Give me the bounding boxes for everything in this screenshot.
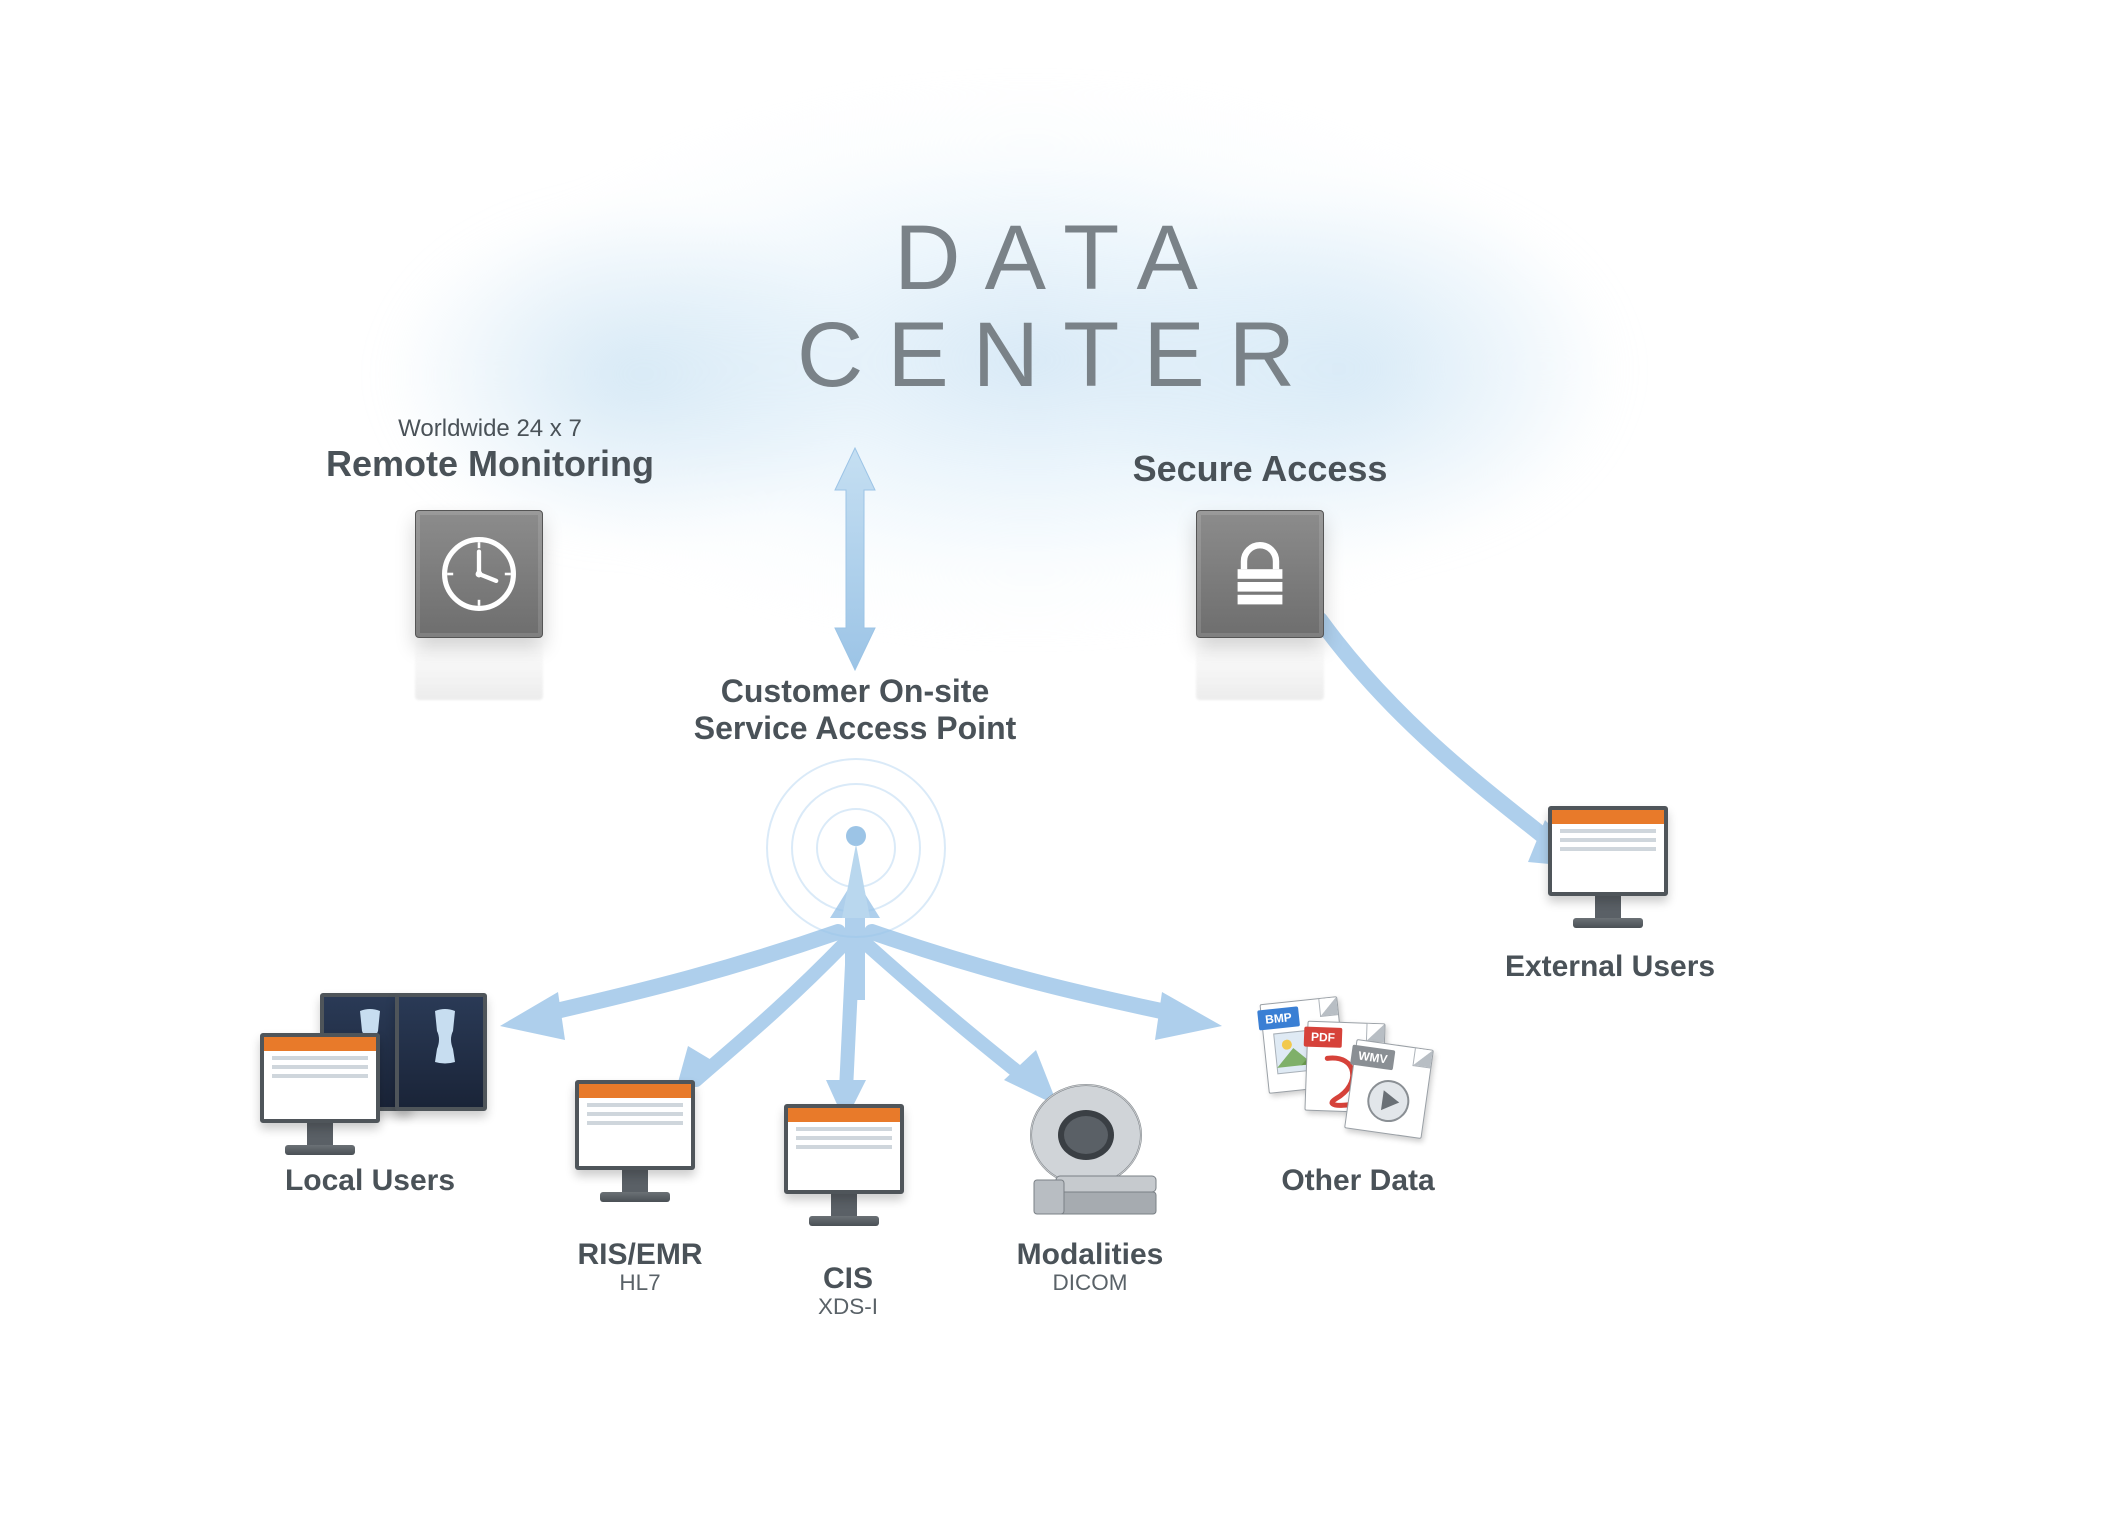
file-tag-pdf: PDF xyxy=(1304,1027,1343,1048)
modalities-label: Modalities xyxy=(1017,1238,1164,1271)
antenna-icon xyxy=(766,758,946,938)
cis-monitor-icon xyxy=(784,1104,904,1226)
title-line2: CENTER xyxy=(797,304,1319,406)
file-tag-wmv: WMV xyxy=(1350,1045,1396,1071)
remote-monitoring-subtitle: Worldwide 24 x 7 xyxy=(300,415,680,443)
ris-emr-sublabel: HL7 xyxy=(555,1270,725,1296)
lock-icon-reflection xyxy=(1196,640,1324,700)
label-access-point: Customer On-site Service Access Point xyxy=(680,673,1030,747)
clock-icon-reflection xyxy=(415,640,543,700)
clock-icon xyxy=(415,510,543,638)
label-other-data: Other Data xyxy=(1258,1164,1458,1198)
remote-monitoring-label: Remote Monitoring xyxy=(326,443,654,484)
local-users-monitors-icon xyxy=(260,993,500,1153)
access-point-line1: Customer On-site xyxy=(721,673,989,709)
external-users-label: External Users xyxy=(1505,950,1715,983)
label-modalities: Modalities DICOM xyxy=(1000,1238,1180,1296)
label-ris-emr: RIS/EMR HL7 xyxy=(555,1238,725,1296)
secure-access-label: Secure Access xyxy=(1133,448,1388,489)
arrow-to-ris-emr xyxy=(672,942,846,1104)
ris-emr-monitor-icon xyxy=(575,1080,695,1202)
modalities-sublabel: DICOM xyxy=(1000,1270,1180,1296)
label-local-users: Local Users xyxy=(260,1164,480,1198)
external-users-monitor-icon xyxy=(1548,806,1668,928)
arrow-to-cis xyxy=(826,944,866,1122)
ris-emr-label: RIS/EMR xyxy=(577,1238,702,1271)
title-line1: DATA xyxy=(894,207,1222,309)
mri-scanner-icon xyxy=(1016,1080,1166,1225)
access-point-line2: Service Access Point xyxy=(694,710,1017,746)
arrow-to-other-data xyxy=(872,932,1222,1040)
arrow-to-local-users xyxy=(500,932,838,1040)
cis-label: CIS xyxy=(823,1262,873,1295)
title-data-center: DATA CENTER xyxy=(797,210,1319,403)
other-data-label: Other Data xyxy=(1281,1164,1434,1197)
label-external-users: External Users xyxy=(1500,950,1720,984)
label-cis: CIS XDS-I xyxy=(778,1262,918,1320)
local-users-label: Local Users xyxy=(285,1164,455,1197)
other-data-files-icon: BMP PDF WMV xyxy=(1264,1000,1464,1150)
label-secure-access: Secure Access xyxy=(1130,448,1390,490)
lock-icon xyxy=(1196,510,1324,638)
cis-sublabel: XDS-I xyxy=(778,1294,918,1320)
label-remote-monitoring: Worldwide 24 x 7 Remote Monitoring xyxy=(300,415,680,485)
